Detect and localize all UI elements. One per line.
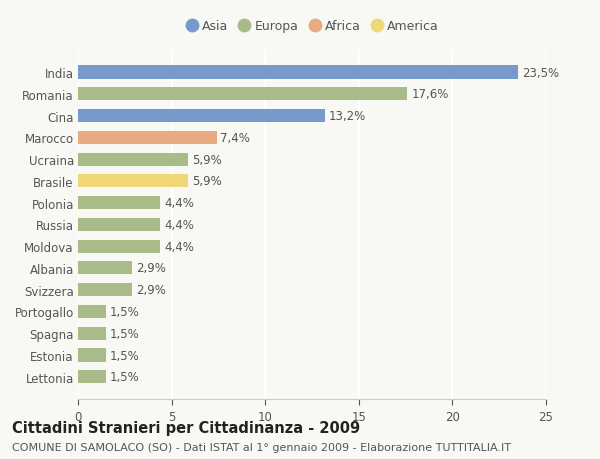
Bar bbox=[78, 240, 160, 253]
Bar bbox=[78, 284, 132, 297]
Text: 4,4%: 4,4% bbox=[164, 197, 194, 210]
Text: 1,5%: 1,5% bbox=[110, 305, 140, 318]
Text: Cittadini Stranieri per Cittadinanza - 2009: Cittadini Stranieri per Cittadinanza - 2… bbox=[12, 420, 360, 435]
Text: 5,9%: 5,9% bbox=[192, 175, 222, 188]
Text: COMUNE DI SAMOLACO (SO) - Dati ISTAT al 1° gennaio 2009 - Elaborazione TUTTITALI: COMUNE DI SAMOLACO (SO) - Dati ISTAT al … bbox=[12, 442, 511, 452]
Bar bbox=[78, 196, 160, 210]
Legend: Asia, Europa, Africa, America: Asia, Europa, Africa, America bbox=[181, 15, 443, 38]
Bar bbox=[78, 327, 106, 340]
Bar bbox=[78, 305, 106, 318]
Bar bbox=[78, 262, 132, 275]
Bar bbox=[78, 153, 188, 166]
Text: 5,9%: 5,9% bbox=[192, 153, 222, 166]
Text: 1,5%: 1,5% bbox=[110, 370, 140, 383]
Bar bbox=[78, 218, 160, 231]
Bar bbox=[78, 88, 407, 101]
Bar bbox=[78, 175, 188, 188]
Text: 4,4%: 4,4% bbox=[164, 240, 194, 253]
Text: 17,6%: 17,6% bbox=[411, 88, 449, 101]
Bar bbox=[78, 67, 518, 79]
Text: 7,4%: 7,4% bbox=[220, 132, 250, 145]
Bar bbox=[78, 349, 106, 362]
Text: 4,4%: 4,4% bbox=[164, 218, 194, 231]
Text: 23,5%: 23,5% bbox=[521, 67, 559, 79]
Text: 1,5%: 1,5% bbox=[110, 349, 140, 362]
Text: 2,9%: 2,9% bbox=[136, 284, 166, 297]
Text: 13,2%: 13,2% bbox=[329, 110, 366, 123]
Bar bbox=[78, 110, 325, 123]
Text: 2,9%: 2,9% bbox=[136, 262, 166, 275]
Bar bbox=[78, 132, 217, 145]
Bar bbox=[78, 370, 106, 383]
Text: 1,5%: 1,5% bbox=[110, 327, 140, 340]
